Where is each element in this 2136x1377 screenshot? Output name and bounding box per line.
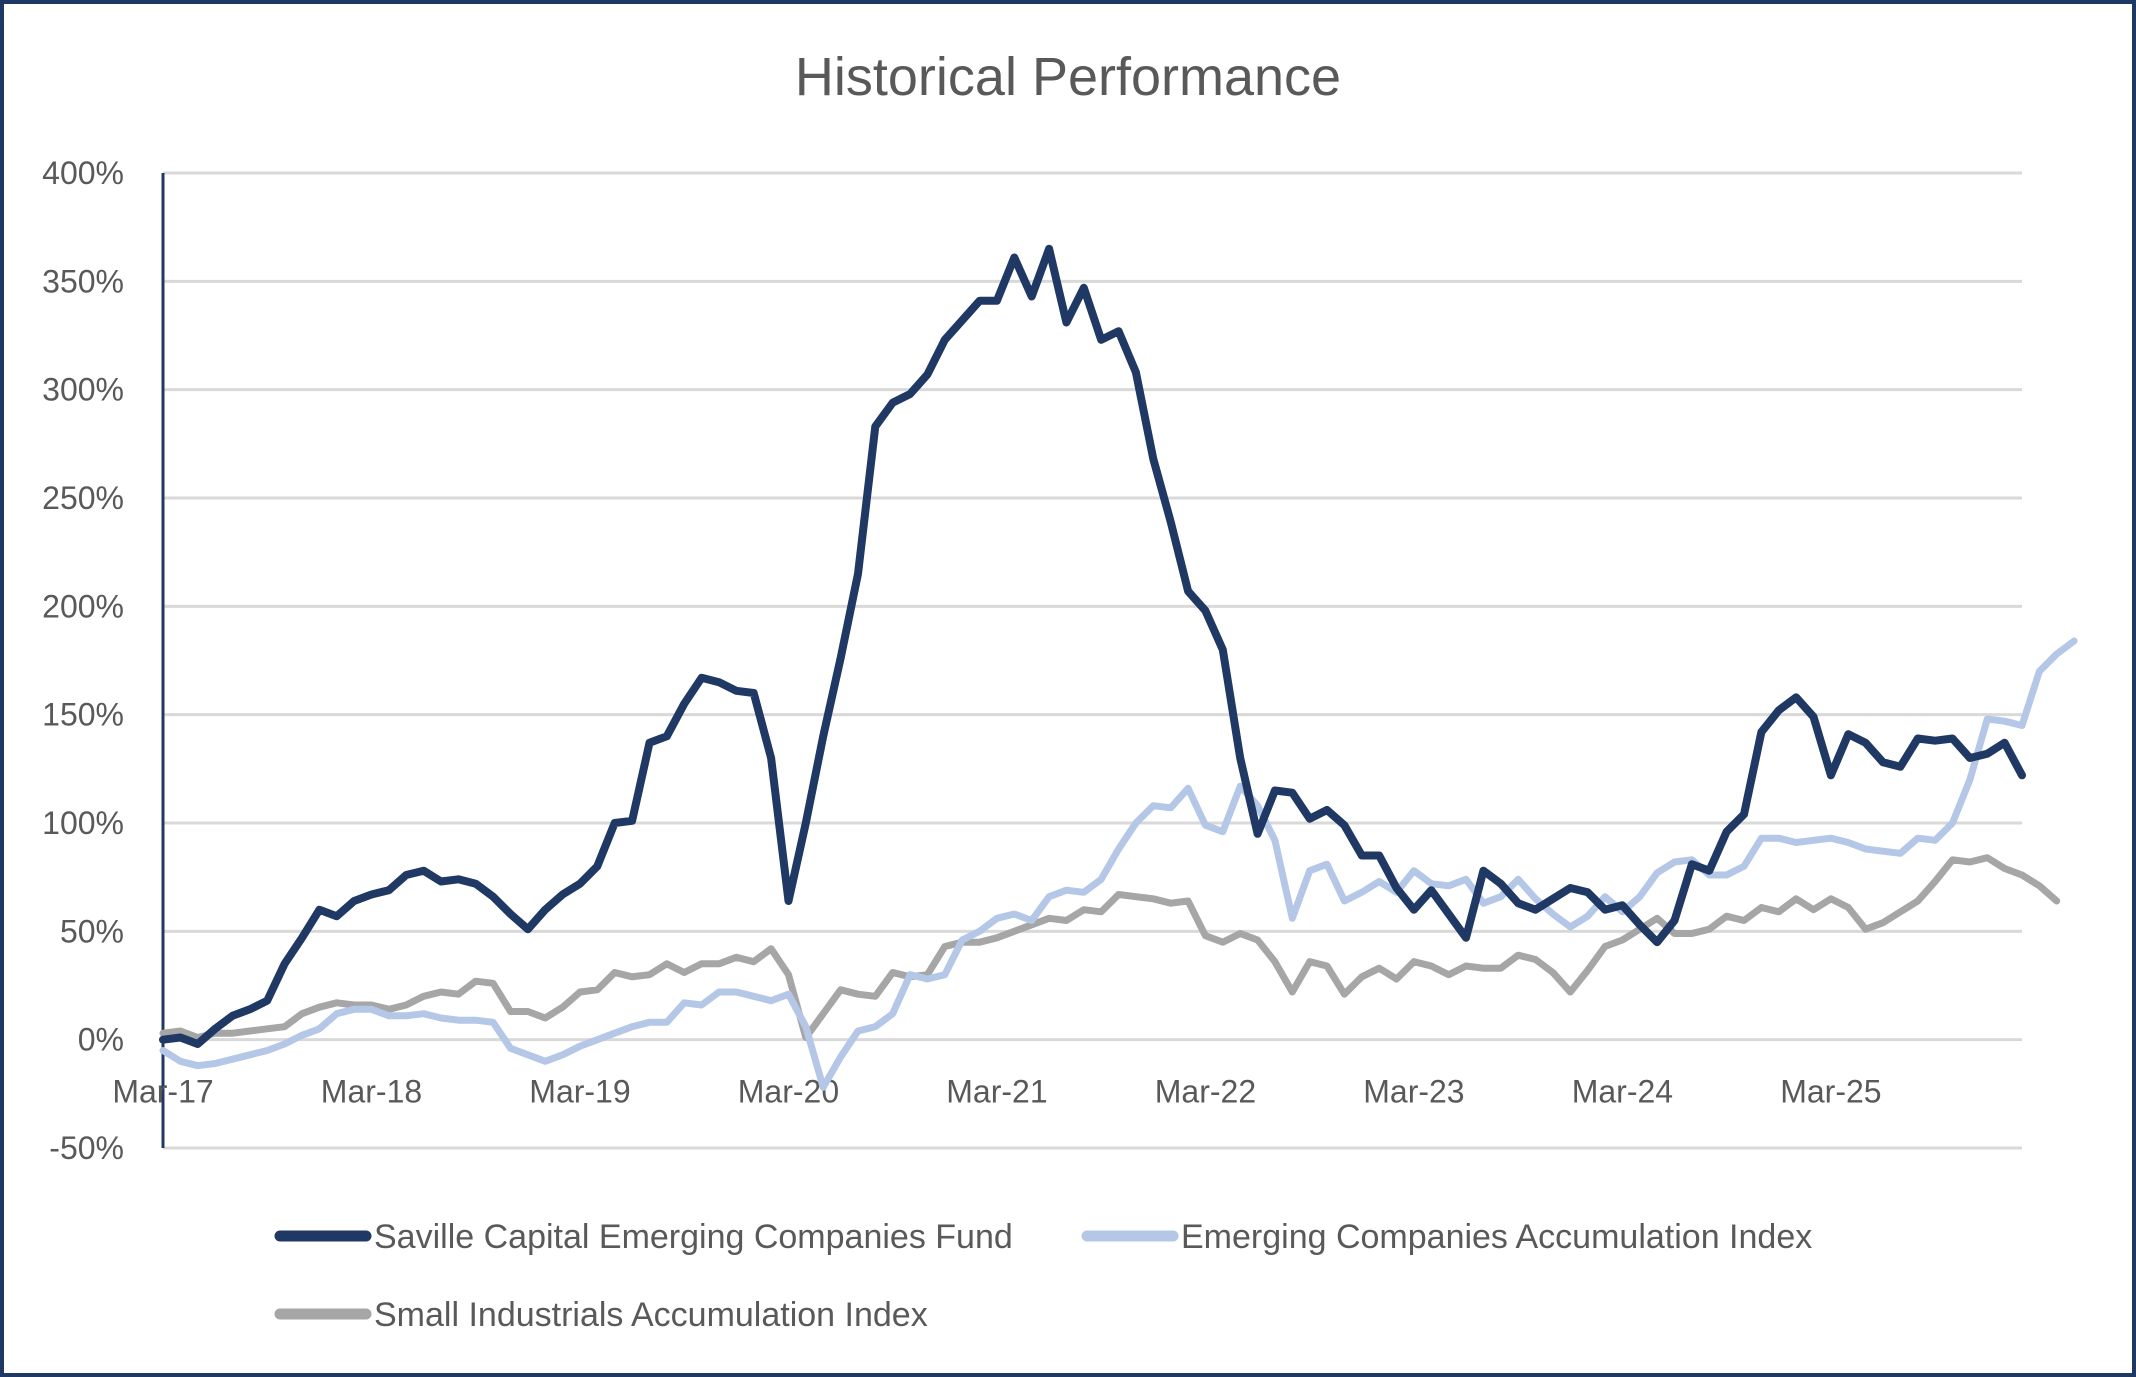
x-tick-label: Mar-21 xyxy=(946,1074,1047,1110)
y-tick-label: 50% xyxy=(60,913,124,949)
legend-label-emerging-index: Emerging Companies Accumulation Index xyxy=(1181,1218,1812,1256)
legend-label-fund: Saville Capital Emerging Companies Fund xyxy=(374,1218,1013,1256)
x-axis-labels: Mar-17 Mar-18 Mar-19 Mar-20 Mar-21 Mar-22 Mar-… xyxy=(112,1074,1881,1110)
x-tick-label: Mar-23 xyxy=(1363,1074,1464,1110)
y-tick-label: 100% xyxy=(42,805,124,841)
y-tick-label: 150% xyxy=(42,697,124,733)
series-line-small-industrials xyxy=(159,854,2061,1041)
legend-label-small-industrials: Small Industrials Accumulation Index xyxy=(374,1296,928,1334)
y-tick-label: -50% xyxy=(49,1130,124,1166)
y-tick-label: 250% xyxy=(42,480,124,516)
series-lines xyxy=(159,244,2078,1091)
y-tick-label: 200% xyxy=(42,588,124,624)
legend: Saville Capital Emerging Companies Fund … xyxy=(274,1218,1812,1334)
x-tick-label: Mar-18 xyxy=(321,1074,422,1110)
x-tick-label: Mar-17 xyxy=(112,1074,213,1110)
legend-item-fund[interactable]: Saville Capital Emerging Companies Fund xyxy=(274,1218,1013,1256)
legend-item-small-industrials[interactable]: Small Industrials Accumulation Index xyxy=(274,1296,928,1334)
gridlines xyxy=(163,171,2022,1150)
y-tick-label: 350% xyxy=(42,263,124,299)
legend-item-emerging-index[interactable]: Emerging Companies Accumulation Index xyxy=(1081,1218,1812,1256)
y-tick-label: 400% xyxy=(42,155,124,191)
x-tick-label: Mar-19 xyxy=(529,1074,630,1110)
series-line-emerging-index xyxy=(159,637,2078,1091)
x-tick-label: Mar-25 xyxy=(1780,1074,1881,1110)
chart-title: Historical Performance xyxy=(795,47,1341,107)
y-tick-label: 0% xyxy=(78,1022,124,1058)
y-axis-labels: -50% 0% 50% 100% 150% 200% 250% 300% 350% 400% xyxy=(42,155,124,1166)
y-tick-label: 300% xyxy=(42,372,124,408)
x-tick-label: Mar-22 xyxy=(1155,1074,1256,1110)
series-line-fund xyxy=(159,244,2026,1048)
x-tick-label: Mar-24 xyxy=(1572,1074,1673,1110)
